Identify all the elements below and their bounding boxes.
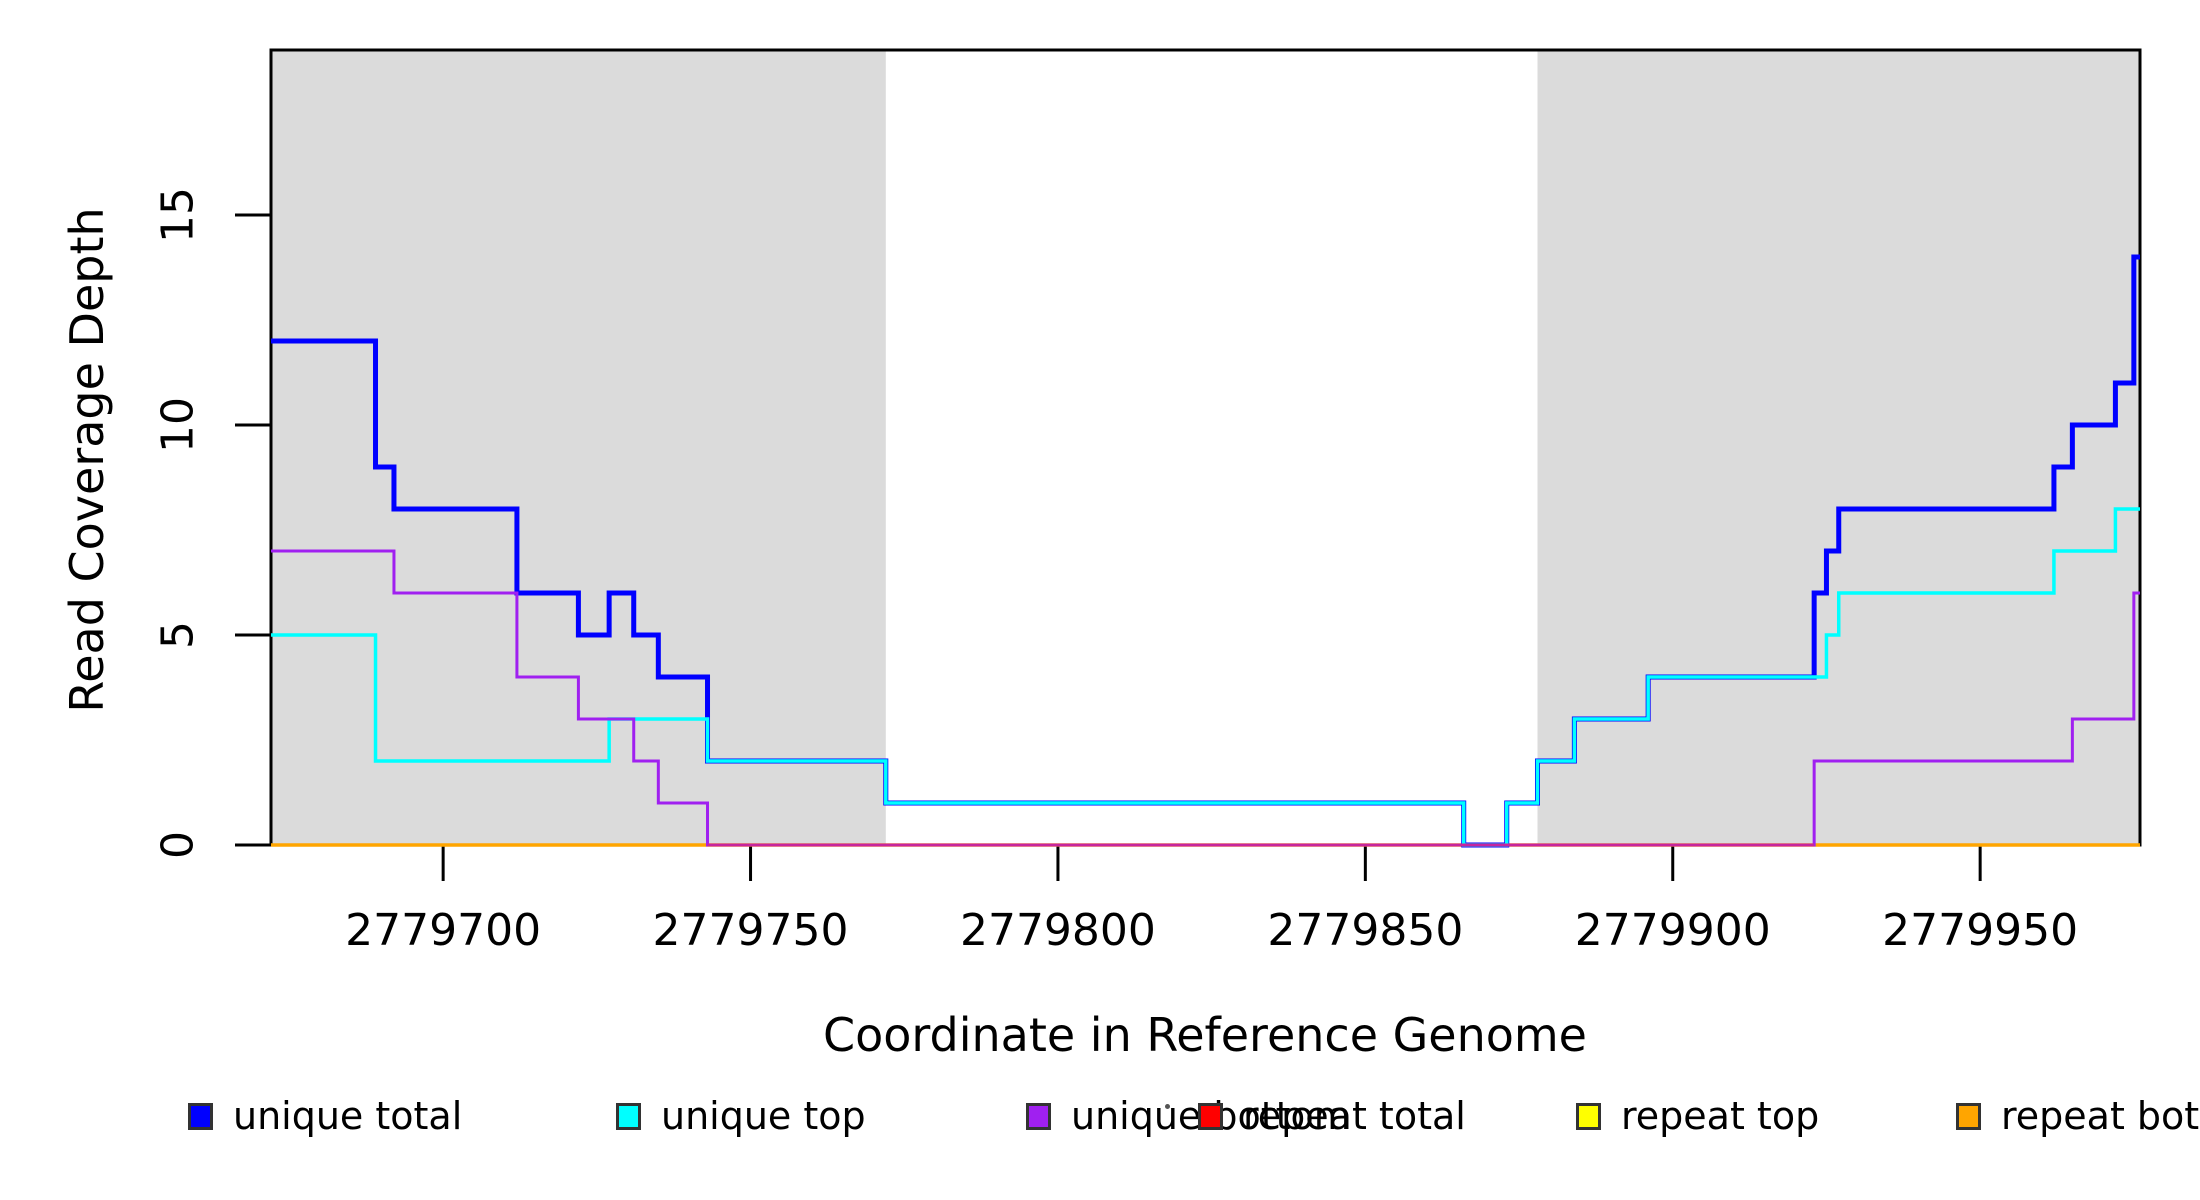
legend-label: repeat top [1621,1094,1820,1138]
series-unique-bottom [271,549,2140,847]
y-tick-label: 10 [153,397,204,453]
x-tick-label: 2779950 [1882,905,2078,956]
series-unique-top [271,507,2140,847]
unique-bottom-swatch-icon [1026,1102,1051,1130]
legend-label: unique total [233,1094,463,1138]
repeat-bottom-swatch-icon [1956,1102,1981,1130]
repeat-top-swatch-icon [1576,1102,1601,1130]
legend-item-unique-top: unique top [616,1094,866,1138]
y-axis-title: Read Coverage Depth [60,207,114,713]
legend-label: repeat bottom [2001,1094,2200,1138]
shaded-region [1537,50,2140,845]
y-tick-label: 0 [153,831,204,859]
legend-item-repeat-top: repeat top [1576,1094,1819,1138]
unique-top-swatch-icon [616,1102,641,1130]
x-tick-label: 2779750 [653,905,849,956]
x-tick-label: 2779800 [960,905,1156,956]
legend-item-repeat-total: repeat total [1198,1094,1466,1138]
unique-total-swatch-icon [188,1102,213,1130]
stray-dot [1165,1104,1170,1109]
legend-label: repeat total [1243,1094,1466,1138]
shaded-region [271,50,886,845]
y-tick-label: 15 [153,187,204,243]
x-axis-title: Coordinate in Reference Genome [823,1008,1587,1062]
legend-item-repeat-bottom: repeat bottom [1956,1094,2200,1138]
x-tick-label: 2779900 [1575,905,1771,956]
y-tick-label: 5 [153,621,204,649]
repeat-total-swatch-icon [1198,1102,1223,1130]
x-tick-label: 2779850 [1267,905,1463,956]
legend-item-unique-total: unique total [188,1094,462,1138]
x-tick-label: 2779700 [345,905,541,956]
legend-label: unique top [661,1094,866,1138]
